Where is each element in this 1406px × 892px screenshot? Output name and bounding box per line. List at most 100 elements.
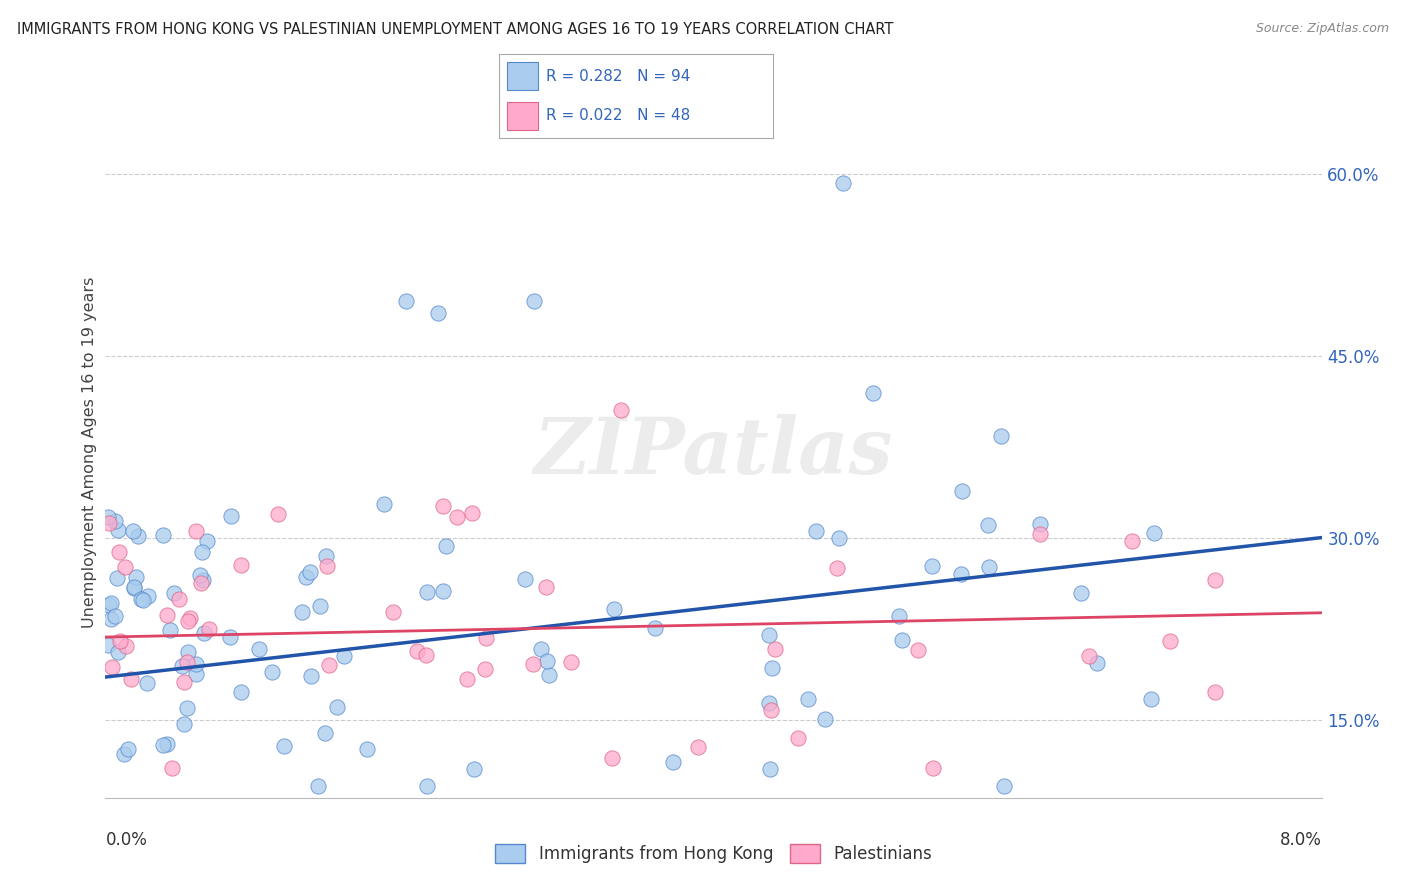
Point: [832, 177, 855, 191]
Point: [138, 589, 160, 603]
Point: [523, 294, 546, 309]
Point: [536, 654, 558, 668]
Point: [797, 691, 820, 706]
Point: [218, 631, 240, 645]
Point: [333, 648, 356, 663]
Point: [416, 779, 439, 793]
Point: [176, 700, 198, 714]
Point: [273, 739, 295, 753]
Point: [1204, 574, 1226, 588]
Point: [1140, 692, 1163, 706]
Point: [193, 573, 215, 587]
Point: [262, 665, 284, 679]
Point: [184, 666, 207, 681]
Point: [1142, 526, 1164, 541]
Point: [163, 586, 186, 600]
Point: [152, 527, 174, 541]
Point: [152, 738, 174, 752]
Point: [907, 642, 929, 657]
Point: [98, 598, 121, 612]
Point: [610, 403, 633, 417]
Point: [395, 294, 418, 309]
Point: [318, 658, 340, 673]
Point: [382, 605, 405, 619]
Point: [921, 761, 943, 775]
Point: [100, 596, 122, 610]
Point: [127, 529, 149, 543]
Point: [463, 762, 485, 776]
Point: [761, 661, 783, 675]
Point: [117, 741, 139, 756]
Point: [814, 712, 837, 726]
Point: [114, 560, 136, 574]
Text: 8.0%: 8.0%: [1279, 831, 1322, 849]
Point: [1029, 527, 1052, 541]
Point: [173, 674, 195, 689]
Point: [522, 657, 544, 671]
Point: [124, 581, 146, 595]
Text: R = 0.022   N = 48: R = 0.022 N = 48: [546, 108, 690, 123]
Text: R = 0.282   N = 94: R = 0.282 N = 94: [546, 70, 690, 85]
Point: [950, 484, 973, 499]
Point: [221, 508, 243, 523]
Point: [298, 565, 321, 579]
Y-axis label: Unemployment Among Ages 16 to 19 years: Unemployment Among Ages 16 to 19 years: [82, 277, 97, 628]
Point: [688, 740, 710, 755]
Point: [1121, 534, 1143, 549]
Point: [184, 524, 207, 538]
Point: [190, 568, 212, 582]
Point: [108, 634, 131, 648]
Point: [356, 741, 378, 756]
Point: [191, 545, 214, 559]
Point: [759, 703, 782, 717]
Point: [107, 524, 129, 538]
Text: Source: ZipAtlas.com: Source: ZipAtlas.com: [1256, 22, 1389, 36]
Point: [825, 561, 848, 575]
Point: [136, 676, 159, 690]
Point: [291, 605, 314, 619]
Point: [446, 510, 468, 524]
Point: [176, 655, 198, 669]
Point: [101, 660, 124, 674]
Point: [129, 591, 152, 606]
Point: [530, 641, 553, 656]
Point: [887, 609, 910, 624]
Point: [644, 621, 666, 635]
Point: [314, 726, 336, 740]
Point: [787, 731, 810, 745]
Point: [173, 716, 195, 731]
Point: [190, 575, 212, 590]
Point: [538, 668, 561, 682]
Point: [758, 763, 780, 777]
Point: [107, 545, 129, 559]
Point: [125, 570, 148, 584]
Point: [177, 645, 200, 659]
Point: [513, 572, 536, 586]
Point: [862, 386, 884, 401]
Point: [461, 506, 484, 520]
Legend: Immigrants from Hong Kong, Palestinians: Immigrants from Hong Kong, Palestinians: [489, 837, 938, 870]
Point: [432, 584, 454, 599]
Point: [315, 558, 337, 573]
Point: [1204, 684, 1226, 698]
Point: [432, 500, 454, 514]
Point: [308, 599, 330, 614]
FancyBboxPatch shape: [508, 62, 537, 90]
Point: [415, 648, 437, 662]
Point: [456, 673, 478, 687]
Point: [977, 517, 1000, 532]
Point: [763, 642, 786, 657]
Point: [1070, 586, 1092, 600]
Point: [97, 638, 120, 652]
Text: IMMIGRANTS FROM HONG KONG VS PALESTINIAN UNEMPLOYMENT AMONG AGES 16 TO 19 YEARS : IMMIGRANTS FROM HONG KONG VS PALESTINIAN…: [17, 22, 893, 37]
Point: [184, 657, 207, 671]
Point: [474, 662, 496, 676]
Point: [1085, 656, 1108, 670]
Point: [295, 570, 318, 584]
Point: [307, 779, 329, 793]
Point: [315, 549, 337, 564]
Point: [100, 612, 122, 626]
Point: [267, 507, 290, 521]
Point: [104, 608, 127, 623]
Point: [170, 659, 193, 673]
